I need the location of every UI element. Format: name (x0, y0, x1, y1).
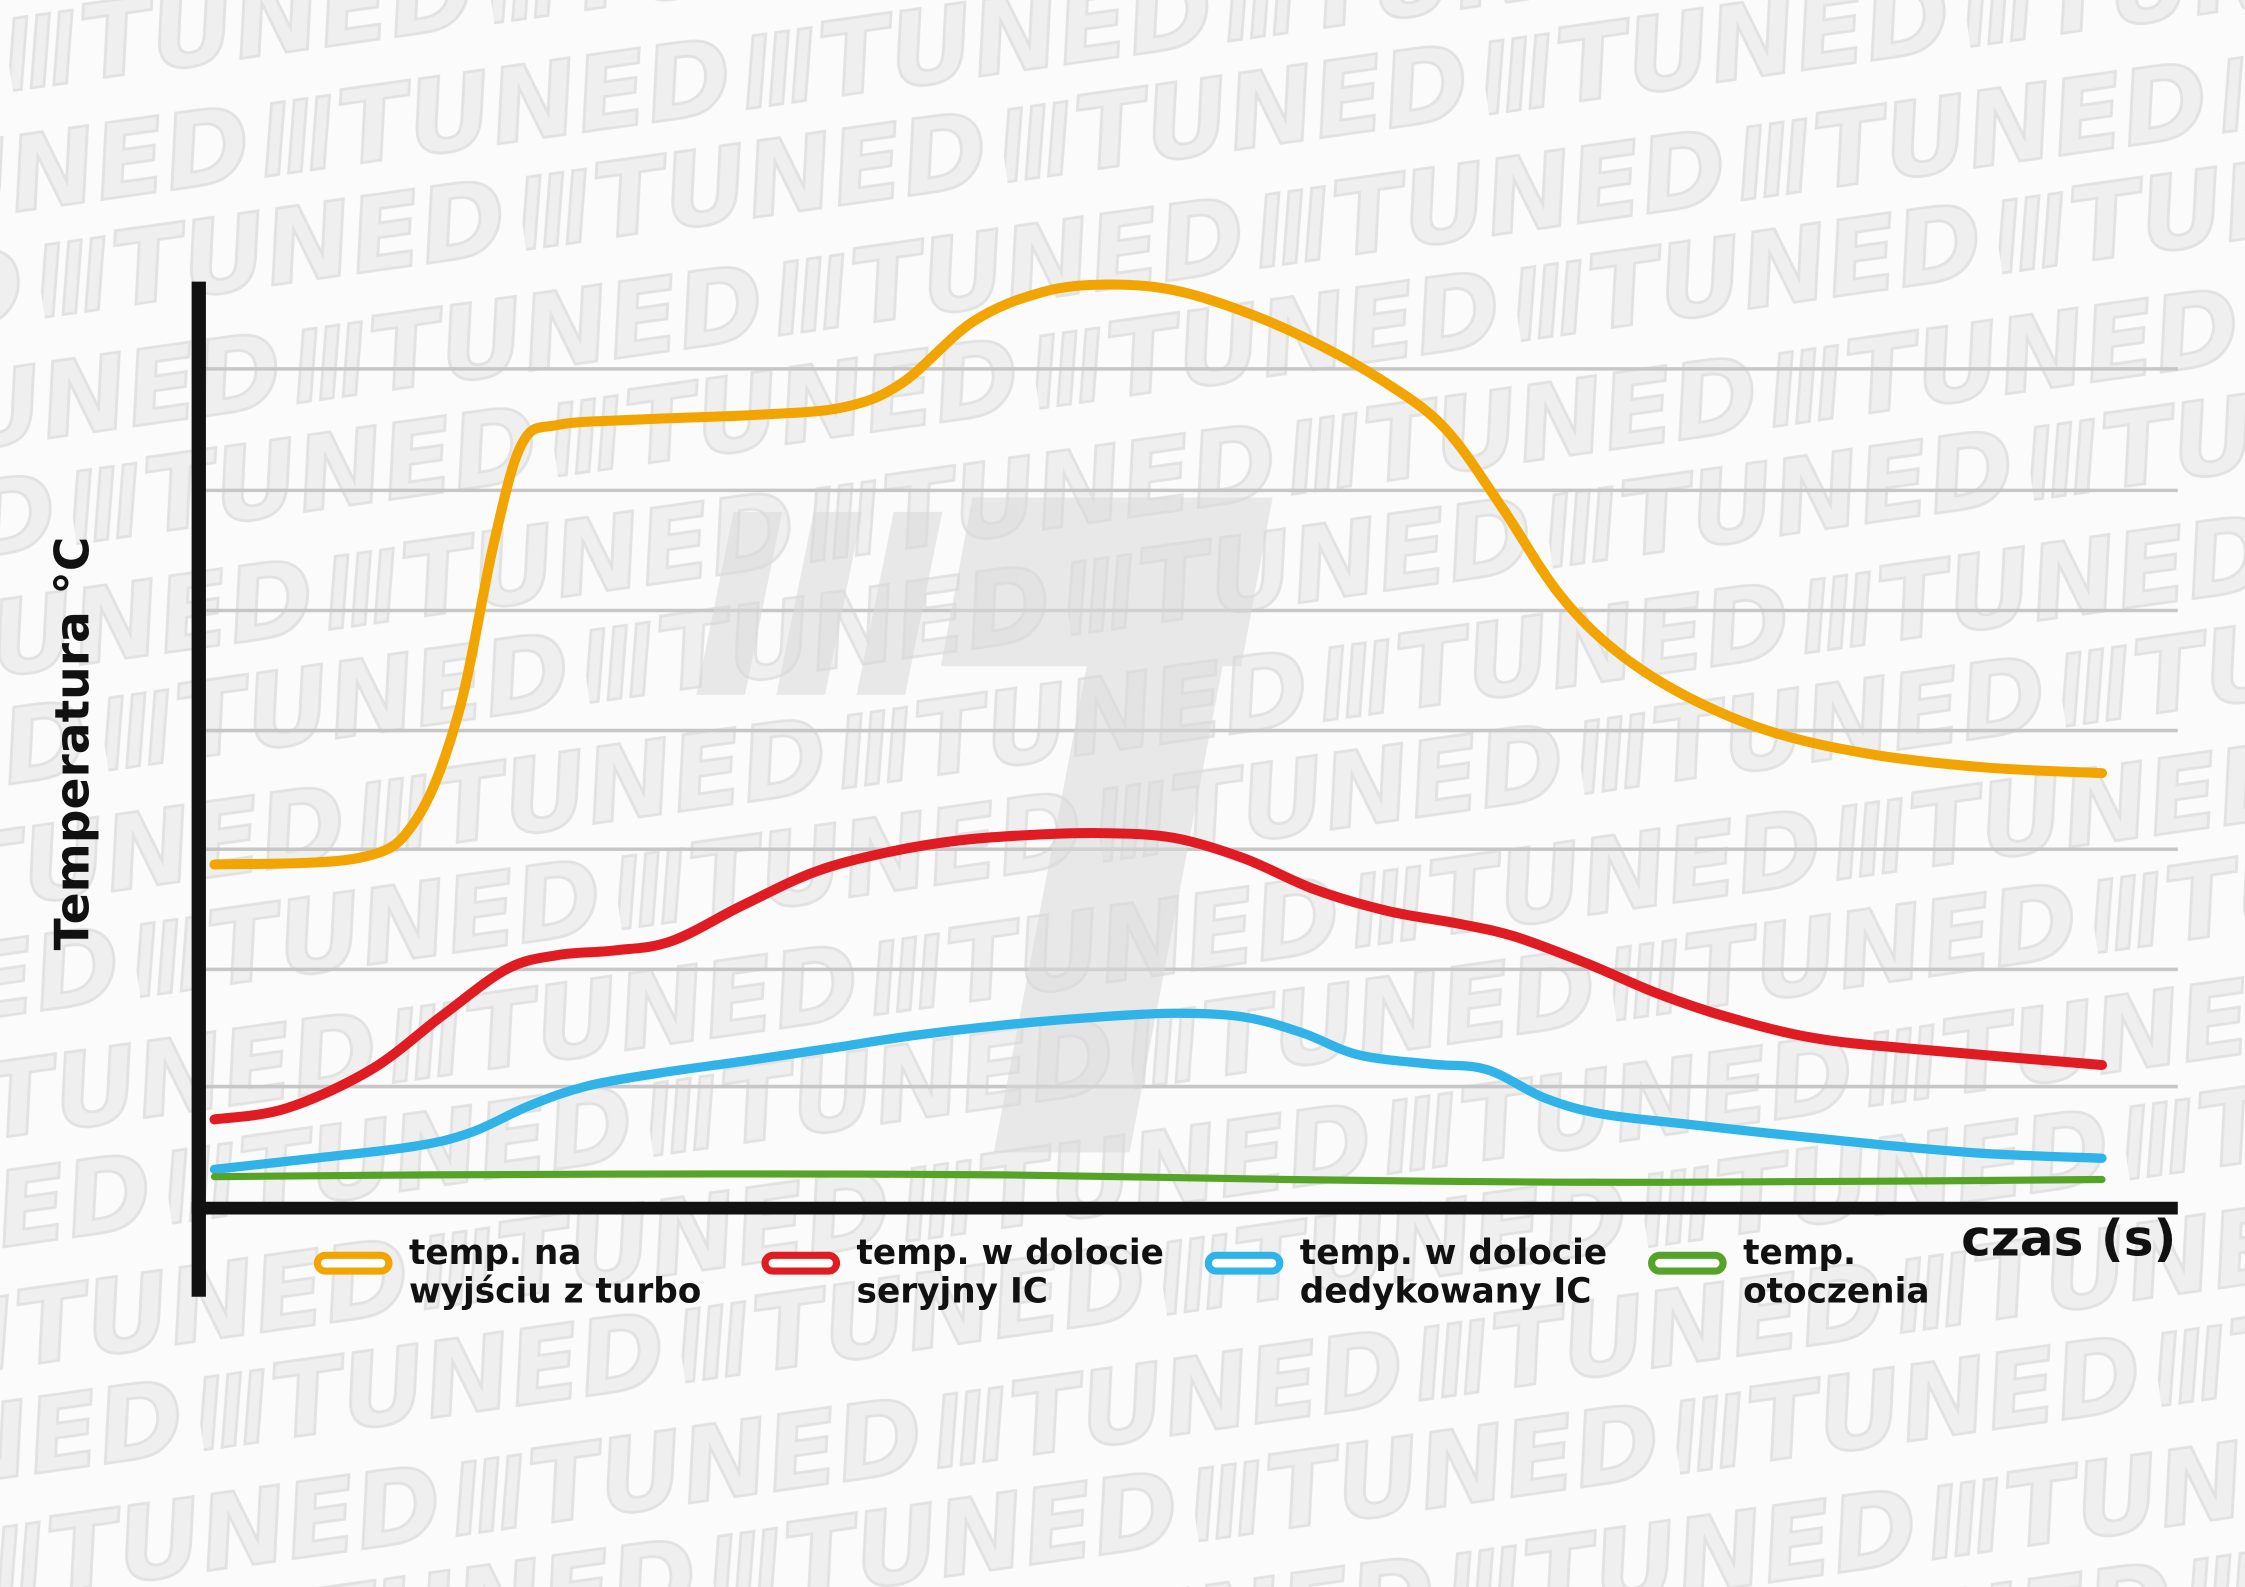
legend-swatch-stock-ic (761, 1251, 841, 1275)
series-line-dedicated-ic (209, 1008, 2107, 1174)
y-axis-label: Temperatura °C (46, 537, 101, 951)
legend-label-ambient-line1: temp. (1743, 1233, 1856, 1273)
x-axis-label: czas (s) (1961, 1209, 2176, 1267)
series-line-stock-ic (209, 828, 2108, 1125)
legend-label-dedicated-ic-line2: dedykowany IC (1300, 1271, 1592, 1311)
series-line-ambient (210, 1170, 2106, 1186)
legend-swatch-turbo-out (313, 1251, 393, 1275)
legend-swatch-ambient (1648, 1251, 1727, 1275)
logo-bars (696, 511, 943, 695)
legend-item-ambient: temp. otoczenia (1648, 1233, 1929, 1311)
legend-label-turbo-out-line1: temp. na (409, 1233, 581, 1273)
legend-label-ambient-line2: otoczenia (1743, 1271, 1929, 1311)
legend-item-dedicated-ic: temp. w dolocie dedykowany IC (1204, 1233, 1607, 1311)
series-line-turbo-out (209, 279, 2108, 870)
legend-label-stock-ic-line2: seryjny IC (857, 1271, 1048, 1311)
legend: temp. na wyjściu z turbo temp. w dolocie… (313, 1233, 1929, 1311)
legend-swatch-dedicated-ic (1204, 1251, 1284, 1275)
legend-item-stock-ic: temp. w dolocie seryjny IC (761, 1233, 1164, 1311)
legend-label-stock-ic-line1: temp. w dolocie (857, 1233, 1164, 1273)
brand-logo-watermark (696, 497, 1273, 1153)
legend-label-dedicated-ic-line1: temp. w dolocie (1300, 1233, 1607, 1273)
logo-t (940, 497, 1273, 1153)
legend-label-turbo-out-line2: wyjściu z turbo (409, 1271, 701, 1311)
legend-item-turbo-out: temp. na wyjściu z turbo (313, 1233, 701, 1311)
